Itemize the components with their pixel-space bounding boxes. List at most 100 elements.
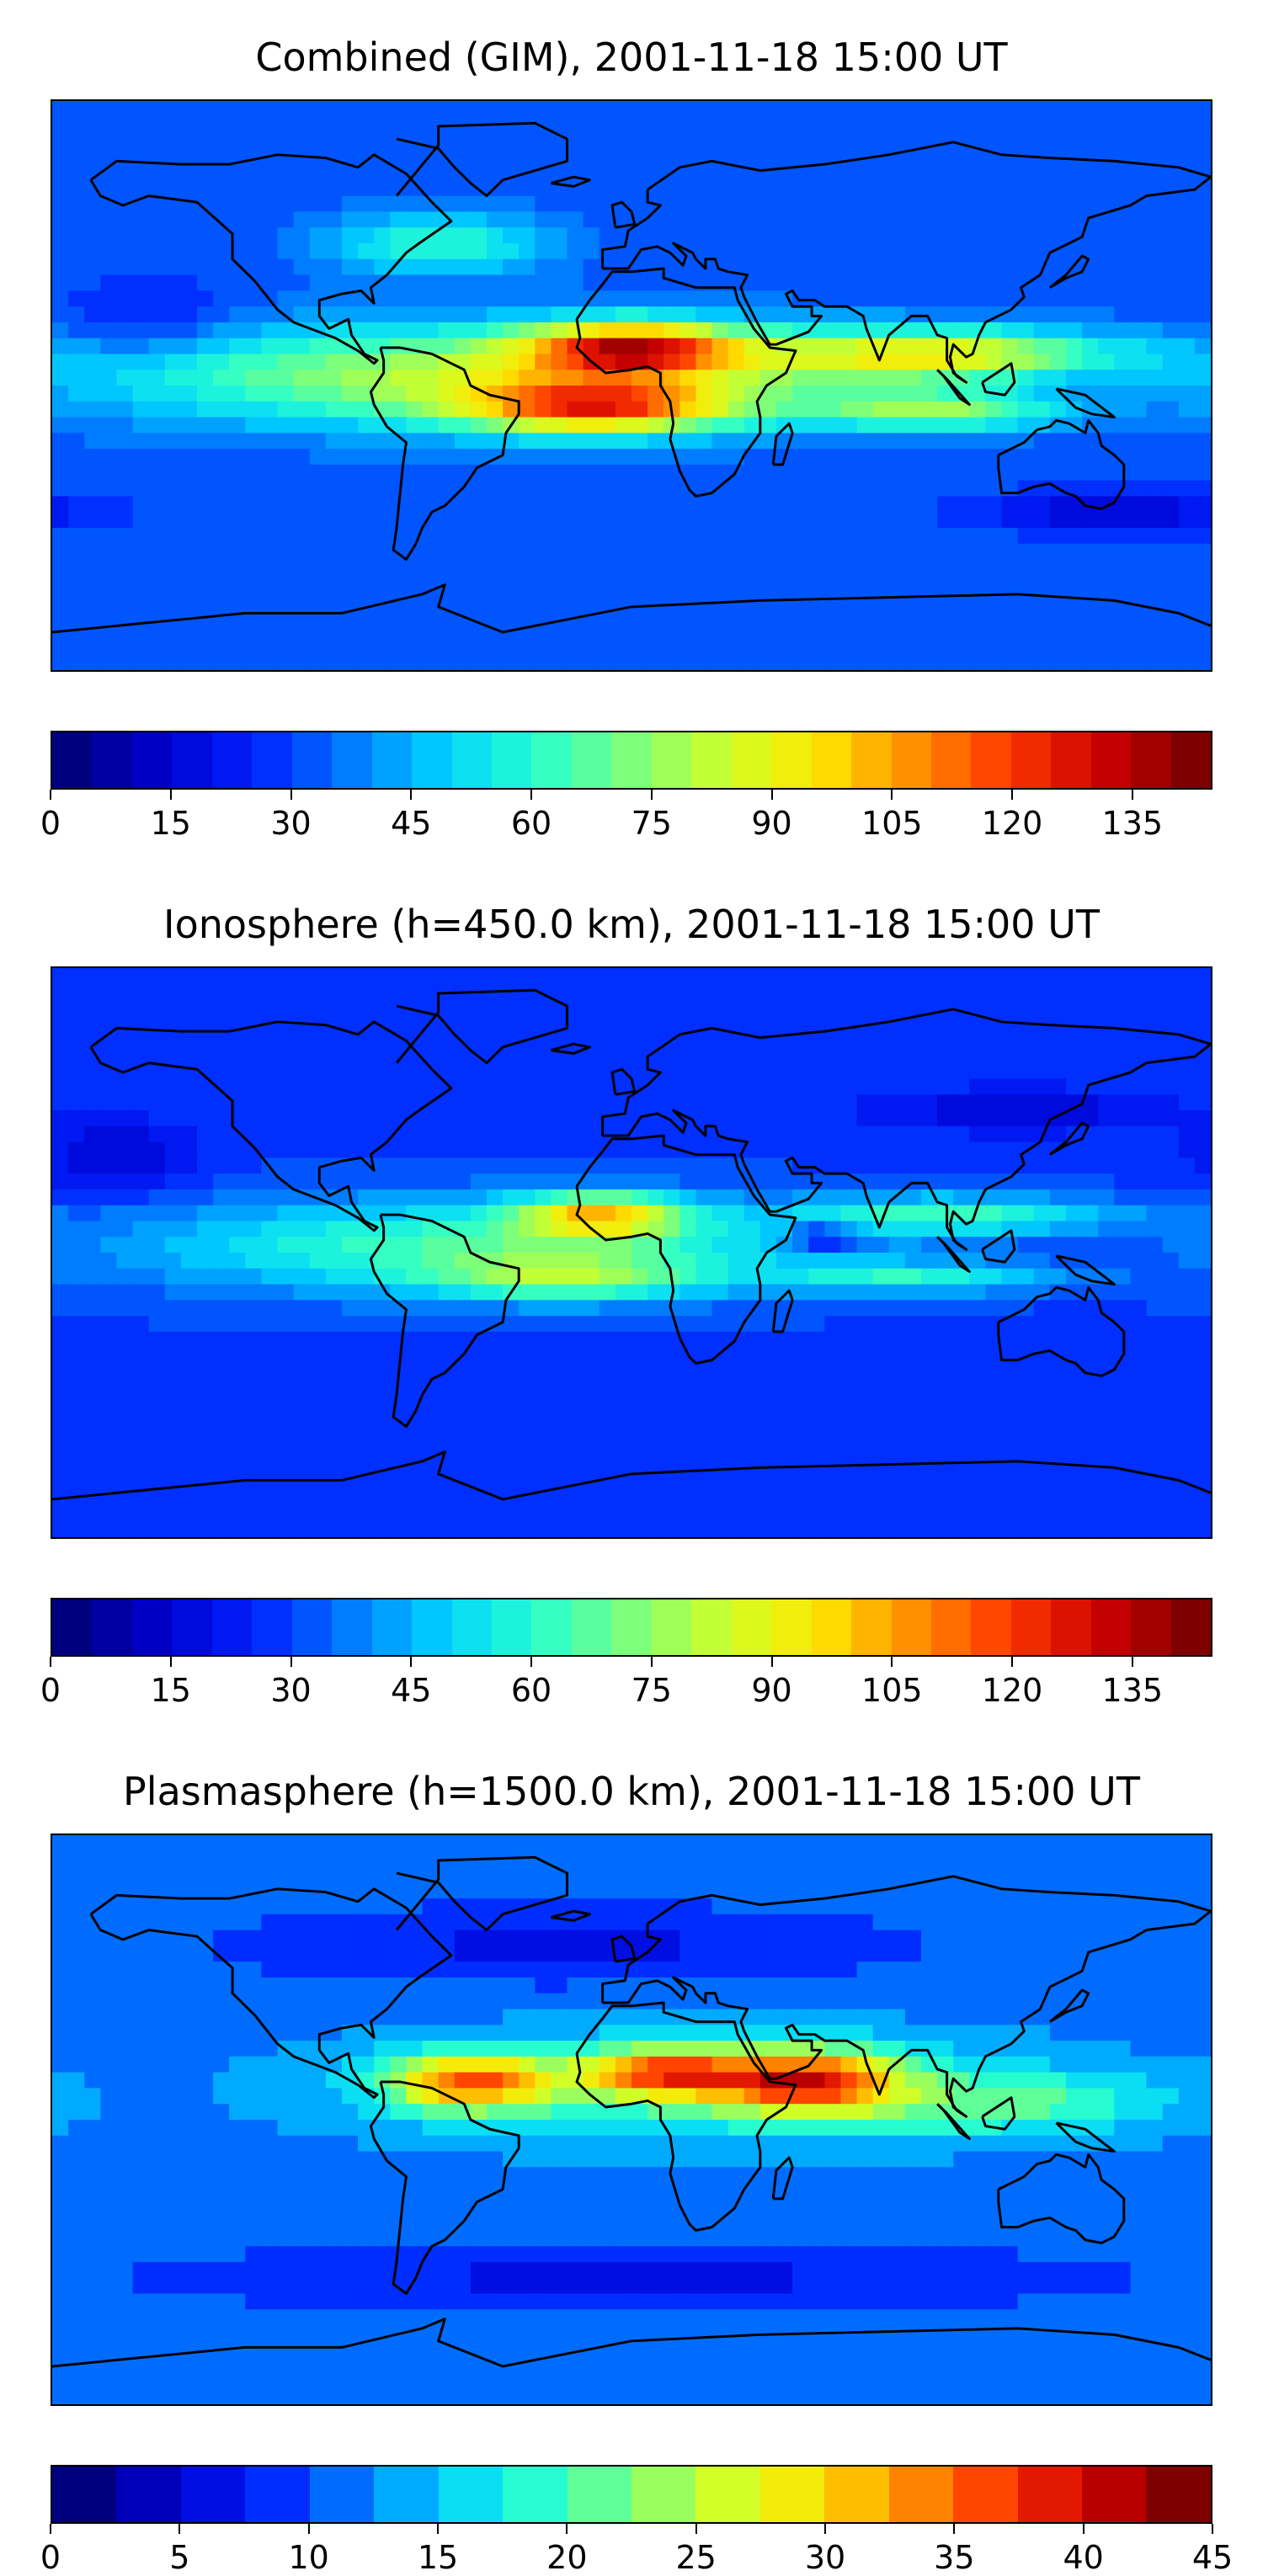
tec-contour-cell — [471, 654, 488, 670]
tec-contour-cell — [535, 1411, 552, 1427]
tec-contour-cell — [857, 1411, 874, 1427]
tec-contour-cell — [181, 1221, 198, 1237]
tec-contour-cell — [568, 418, 584, 434]
tec-contour-cell — [679, 402, 696, 418]
tec-contour-cell — [1195, 1379, 1211, 1395]
tec-contour-cell — [535, 1126, 552, 1142]
tec-contour-cell — [712, 354, 729, 370]
tec-contour-cell — [439, 1190, 456, 1206]
tec-contour-cell — [149, 591, 166, 607]
tec-contour-cell — [600, 1458, 616, 1474]
tec-contour-cell — [165, 449, 182, 465]
tec-contour-cell — [406, 259, 423, 275]
tec-contour-cell — [133, 1427, 150, 1443]
tec-contour-cell — [824, 1078, 841, 1094]
tec-contour-cell — [181, 512, 198, 528]
tec-contour-cell — [423, 528, 440, 544]
tec-contour-cell — [905, 1411, 922, 1427]
tec-contour-cell — [1050, 1237, 1067, 1253]
tec-contour-cell — [68, 322, 85, 338]
tec-contour-cell — [100, 560, 117, 576]
tec-contour-cell — [294, 1332, 311, 1348]
tec-contour-cell — [519, 968, 536, 984]
tec-contour-cell — [632, 1269, 648, 1285]
tec-contour-cell — [647, 1000, 664, 1016]
tec-contour-cell — [374, 449, 391, 465]
tec-contour-cell — [600, 1094, 616, 1110]
tec-contour-cell — [760, 1411, 777, 1427]
tec-contour-cell — [374, 1474, 391, 1490]
tec-contour-cell — [278, 1269, 295, 1285]
tec-contour-cell — [1179, 465, 1196, 481]
tec-contour-cell — [1050, 1363, 1067, 1379]
tec-contour-cell — [100, 1458, 117, 1474]
tec-contour-cell — [857, 528, 874, 544]
tec-contour-cell — [857, 1269, 874, 1285]
tec-contour-cell — [889, 1190, 906, 1206]
tec-contour-cell — [728, 1094, 745, 1110]
tec-contour-cell — [873, 654, 890, 670]
tec-contour-cell — [647, 1363, 664, 1379]
tec-contour-cell — [229, 211, 246, 227]
tec-contour-cell — [326, 1411, 343, 1427]
tec-contour-cell — [68, 1411, 85, 1427]
tec-contour-cell — [695, 402, 712, 418]
tec-contour-cell — [100, 1269, 117, 1285]
tec-contour-cell — [1018, 512, 1035, 528]
tec-contour-cell — [439, 1348, 456, 1364]
tec-contour-cell — [889, 654, 906, 670]
tec-contour-cell — [1066, 433, 1083, 449]
tec-contour-cell — [423, 1348, 440, 1364]
tec-contour-cell — [229, 1363, 246, 1379]
tec-contour-cell — [632, 496, 648, 512]
tec-contour-cell — [600, 148, 616, 164]
tec-contour-cell — [776, 1269, 793, 1285]
tec-contour-cell — [1179, 575, 1196, 591]
tec-contour-cell — [937, 1126, 954, 1142]
colorbar-segment — [252, 732, 291, 788]
tec-contour-cell — [584, 560, 600, 576]
tec-contour-cell — [133, 1348, 150, 1364]
tec-contour-cell — [406, 148, 423, 164]
tec-contour-cell — [937, 196, 954, 212]
tec-contour-cell — [358, 259, 375, 275]
tec-contour-cell — [953, 1363, 970, 1379]
tec-contour-cell — [406, 481, 423, 497]
tec-contour-cell — [326, 227, 343, 243]
tec-contour-cell — [197, 386, 214, 402]
tec-contour-cell — [728, 433, 745, 449]
tec-contour-cell — [374, 1442, 391, 1458]
tec-contour-cell — [423, 449, 440, 465]
tec-contour-cell — [1163, 354, 1180, 370]
tec-contour-cell — [744, 544, 761, 560]
tec-contour-cell — [808, 1206, 825, 1221]
tec-contour-cell — [568, 1015, 584, 1031]
tec-contour-cell — [116, 1411, 133, 1427]
tec-contour-cell — [600, 290, 616, 306]
tec-contour-cell — [68, 1458, 85, 1474]
tec-contour-cell — [197, 512, 214, 528]
tec-contour-cell — [600, 338, 616, 354]
tec-contour-cell — [423, 164, 440, 180]
tec-contour-cell — [149, 1237, 166, 1253]
tec-contour-cell — [840, 512, 857, 528]
tec-contour-cell — [245, 402, 262, 418]
tec-contour-cell — [294, 528, 311, 544]
tec-contour-cell — [197, 1047, 214, 1063]
tec-contour-cell — [1018, 1047, 1035, 1063]
tec-contour-cell — [278, 1221, 295, 1237]
tec-contour-cell — [342, 575, 359, 591]
tec-contour-cell — [1130, 306, 1147, 322]
tec-contour-cell — [889, 433, 906, 449]
tec-contour-cell — [695, 1174, 712, 1190]
tec-contour-cell — [455, 1253, 472, 1269]
tec-contour-cell — [695, 1332, 712, 1348]
tec-contour-cell — [1114, 1174, 1131, 1190]
tec-contour-cell — [632, 638, 648, 654]
tec-contour-cell — [326, 1237, 343, 1253]
tec-contour-cell — [937, 1332, 954, 1348]
tec-contour-cell — [712, 101, 729, 117]
tec-contour-cell — [584, 196, 600, 212]
tec-contour-cell — [1050, 1206, 1067, 1221]
tec-contour-cell — [100, 481, 117, 497]
